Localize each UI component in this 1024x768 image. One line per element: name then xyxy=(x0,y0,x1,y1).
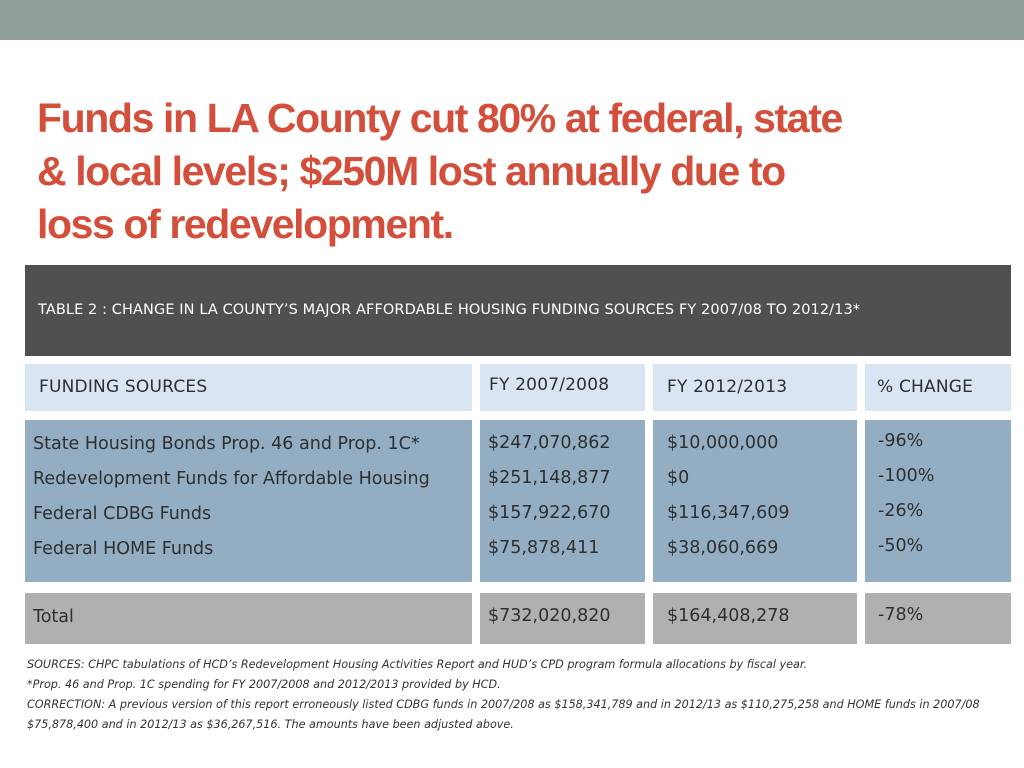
table-row-change: -100% xyxy=(878,466,935,486)
percent-change-column: -96% -100% -26% -50% xyxy=(865,420,1011,582)
table-row-fy2008: $75,878,411 xyxy=(488,538,600,558)
total-row-change-cell: -78% xyxy=(865,593,1011,644)
table-row-change: -96% xyxy=(878,431,924,451)
table-row-source: Federal HOME Funds xyxy=(33,539,214,559)
footnote-correction-cont: $75,878,400 and in 2012/13 as $36,267,51… xyxy=(27,718,514,731)
table-caption-bar: TABLE 2 : CHANGE IN LA COUNTY’S MAJOR AF… xyxy=(25,265,1011,356)
title-line: Funds in LA County cut 80% at federal, s… xyxy=(37,95,843,141)
table-row-change: -26% xyxy=(878,501,924,521)
total-change: -78% xyxy=(878,605,924,625)
total-row-fy2013-cell: $164,408,278 xyxy=(653,593,857,644)
total-fy2008: $732,020,820 xyxy=(488,606,611,626)
table-footnotes: SOURCES: CHPC tabulations of HCD’s Redev… xyxy=(27,655,1007,735)
total-fy2013: $164,408,278 xyxy=(667,606,790,626)
funding-sources-column: State Housing Bonds Prop. 46 and Prop. 1… xyxy=(25,420,472,582)
column-header-label: FUNDING SOURCES xyxy=(39,377,208,397)
table-row-fy2008: $247,070,862 xyxy=(488,433,611,453)
table-row-source: State Housing Bonds Prop. 46 and Prop. 1… xyxy=(33,434,420,454)
column-header-label: % CHANGE xyxy=(877,377,974,397)
table-row-fy2013: $38,060,669 xyxy=(667,538,779,558)
column-header-funding-sources: FUNDING SOURCES xyxy=(25,364,472,411)
footnote-sources: SOURCES: CHPC tabulations of HCD’s Redev… xyxy=(27,658,807,671)
footnote-prop-spending: *Prop. 46 and Prop. 1C spending for FY 2… xyxy=(27,678,501,691)
slide-title: Funds in LA County cut 80% at federal, s… xyxy=(37,92,977,251)
title-line: loss of redevelopment. xyxy=(37,201,454,247)
footnote-correction: CORRECTION: A previous version of this r… xyxy=(27,698,980,711)
table-row-fy2008: $157,922,670 xyxy=(488,503,611,523)
total-label: Total xyxy=(33,607,74,627)
table-caption: CHANGE IN LA COUNTY’S MAJOR AFFORDABLE H… xyxy=(111,302,861,318)
column-header-fy2008: FY 2007/2008 xyxy=(480,364,645,411)
table-row-source: Federal CDBG Funds xyxy=(33,504,212,524)
fy2008-column: $247,070,862 $251,148,877 $157,922,670 $… xyxy=(480,420,645,582)
total-row-label-cell: Total xyxy=(25,593,472,644)
table-row-source: Redevelopment Funds for Affordable Housi… xyxy=(33,469,430,489)
top-accent-bar xyxy=(0,0,1024,40)
table-row-fy2008: $251,148,877 xyxy=(488,468,611,488)
column-header-label: FY 2007/2008 xyxy=(489,375,610,395)
table-row-fy2013: $10,000,000 xyxy=(667,433,779,453)
fy2013-column: $10,000,000 $0 $116,347,609 $38,060,669 xyxy=(653,420,857,582)
total-row-fy2008-cell: $732,020,820 xyxy=(480,593,645,644)
table-label: TABLE 2 : xyxy=(38,302,108,318)
table-row-fy2013: $116,347,609 xyxy=(667,503,790,523)
column-header-fy2013: FY 2012/2013 xyxy=(653,364,857,411)
column-header-percent-change: % CHANGE xyxy=(865,364,1011,411)
table-row-fy2013: $0 xyxy=(667,468,690,488)
title-line: & local levels; $250M lost annually due … xyxy=(37,148,786,194)
column-header-label: FY 2012/2013 xyxy=(667,377,788,397)
table-row-change: -50% xyxy=(878,536,924,556)
